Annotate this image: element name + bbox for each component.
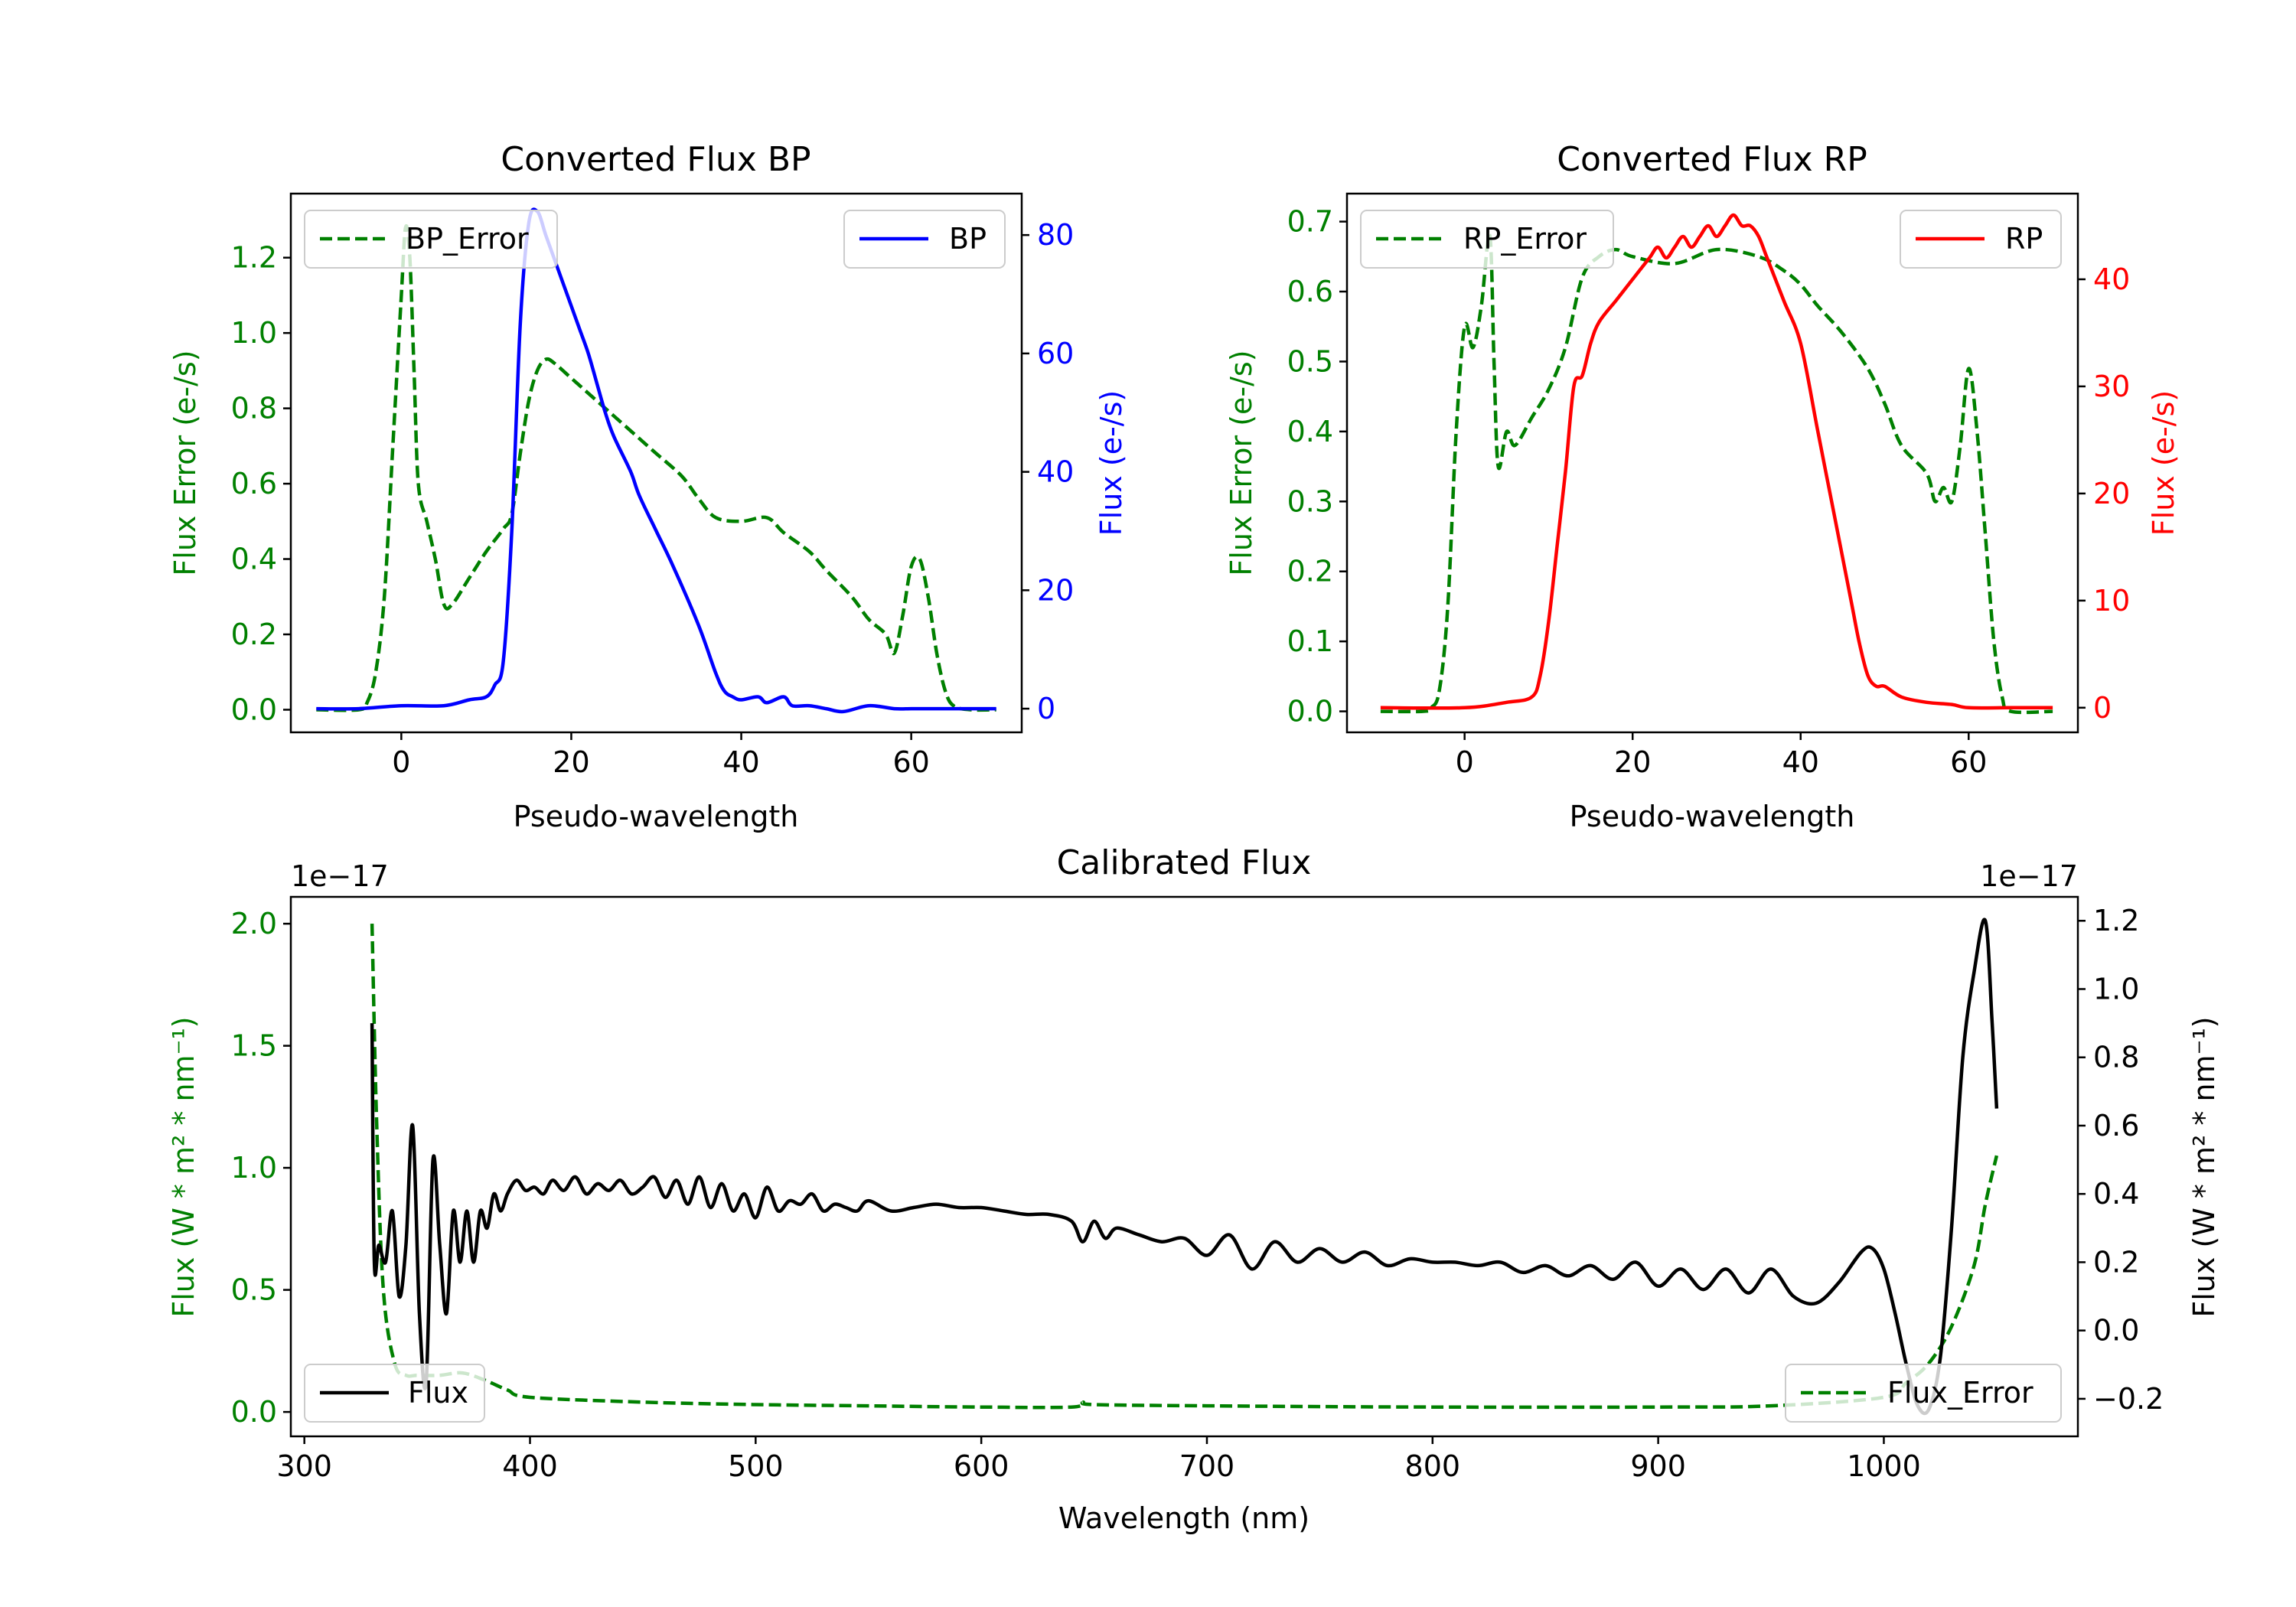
cal-ytick-left-label: 0.5 (231, 1273, 277, 1307)
rp-ytick-left-label: 0.7 (1287, 205, 1333, 239)
cal-ticks: 300 400 500 600 700 800 900 1000 0.0 0.5 1.0 1.5 2.0… (231, 904, 2164, 1483)
cal-xtick-label: 600 (954, 1449, 1009, 1483)
cal-axes-frame (289, 895, 2079, 1438)
rp-legend-error-label: RP_Error (1463, 222, 1587, 256)
rp-ticks: 0 20 40 60 0.0 0.1 0.2 0.3 0.4 0.5 0.6 0.7 0 10 20 30 40 (1287, 205, 2131, 779)
cal-ytick-left-label: 0.0 (231, 1395, 277, 1429)
cal-legend-error-box (1785, 1364, 2062, 1423)
rp-axes-frame (1345, 192, 2079, 734)
rp-ytick-left-label: 0.6 (1287, 275, 1333, 308)
rp-series-rp-error (1380, 233, 2053, 715)
cal-xtick-label: 900 (1630, 1449, 1686, 1483)
rp-ytick-left-label: 0.4 (1287, 415, 1333, 448)
bp-ytick-left-label: 1.0 (231, 316, 277, 350)
bp-legend-error: BP_Error (304, 210, 558, 269)
rp-ytick-right-label: 40 (2093, 262, 2130, 296)
bp-ticks: 0 20 40 60 0.0 0.2 0.4 0.6 0.8 1.0 1.2 0 20 40 60 80 (231, 218, 1075, 779)
bp-xtick-label: 0 (392, 745, 410, 779)
rp-ylabel-left: Flux Error (e-/s) (1225, 350, 1258, 575)
bp-ytick-right-label: 80 (1037, 218, 1074, 252)
cal-xtick-label: 400 (502, 1449, 558, 1483)
cal-ytick-right-label: 0.8 (2093, 1041, 2139, 1074)
rp-ytick-left-label: 0.5 (1287, 344, 1333, 378)
bp-ytick-left-label: 0.0 (231, 693, 277, 726)
bp-xlabel: Pseudo-wavelength (514, 800, 799, 833)
cal-xlabel: Wavelength (nm) (1058, 1501, 1309, 1535)
bp-legend-error-label: BP_Error (406, 222, 529, 256)
bp-title: Converted Flux BP (501, 140, 810, 179)
cal-ytick-left-label: 2.0 (231, 907, 277, 940)
rp-ylabel-right: Flux (e-/s) (2147, 390, 2180, 536)
cal-ytick-right-label: 1.2 (2093, 904, 2139, 937)
cal-xtick-label: 700 (1179, 1449, 1235, 1483)
rp-legend-flux: RP (1900, 210, 2062, 269)
cal-offset-left: 1e−17 (291, 859, 389, 893)
bp-ytick-right-label: 40 (1037, 455, 1074, 489)
bp-ytick-left-label: 0.2 (231, 618, 277, 651)
rp-ytick-right-label: 0 (2093, 691, 2112, 725)
bp-xtick-label: 60 (892, 745, 929, 779)
cal-legend-flux: Flux (304, 1364, 485, 1423)
rp-ytick-left-label: 0.2 (1287, 555, 1333, 588)
rp-series-rp (1380, 213, 2053, 710)
bp-ytick-left-label: 1.2 (231, 241, 277, 275)
bp-axes-frame (289, 192, 1023, 734)
bp-ytick-left-label: 0.8 (231, 392, 277, 425)
rp-legend-error: RP_Error (1360, 210, 1614, 269)
bp-legend-flux: BP (843, 210, 1006, 269)
cal-ytick-right-label: 0.2 (2093, 1245, 2139, 1279)
cal-legend-flux-label: Flux (408, 1376, 468, 1410)
rp-ytick-right-label: 30 (2093, 370, 2130, 403)
cal-ytick-right-label: −0.2 (2093, 1382, 2164, 1416)
cal-ylabel-right: Flux (W * m² * nm⁻¹) (2187, 1016, 2221, 1317)
bp-ytick-right-label: 20 (1037, 573, 1074, 607)
rp-xtick-label: 60 (1950, 745, 1987, 779)
cal-series-flux (370, 918, 1999, 1416)
cal-xtick-label: 1000 (1847, 1449, 1921, 1483)
cal-offset-right: 1e−17 (1980, 859, 2078, 893)
cal-ytick-right-label: 0.6 (2093, 1109, 2139, 1143)
rp-ytick-right-label: 20 (2093, 477, 2130, 510)
bp-ytick-right-label: 60 (1037, 337, 1074, 370)
rp-xtick-label: 20 (1614, 745, 1651, 779)
bp-ytick-right-label: 0 (1037, 692, 1055, 725)
rp-xtick-label: 40 (1782, 745, 1819, 779)
cal-ylabel-left: Flux (W * m² * nm⁻¹) (167, 1016, 201, 1317)
bp-ytick-left-label: 0.6 (231, 467, 277, 500)
bp-ytick-left-label: 0.4 (231, 543, 277, 576)
cal-ytick-right-label: 1.0 (2093, 972, 2139, 1006)
rp-xtick-label: 0 (1456, 745, 1474, 779)
cal-ytick-right-label: 0.0 (2093, 1314, 2139, 1348)
cal-ytick-left-label: 1.0 (231, 1151, 277, 1185)
rp-xlabel: Pseudo-wavelength (1570, 800, 1855, 833)
rp-ytick-right-label: 10 (2093, 584, 2130, 618)
panel-calibrated-flux: Calibrated Flux 1e−17 1e−17 Wavelength (… (167, 843, 2221, 1535)
cal-title: Calibrated Flux (1057, 843, 1312, 882)
rp-legend-flux-label: RP (2005, 222, 2043, 256)
cal-xtick-label: 800 (1405, 1449, 1461, 1483)
bp-ylabel-right: Flux (e-/s) (1094, 390, 1128, 536)
cal-xtick-label: 500 (728, 1449, 784, 1483)
bp-series-bp (316, 207, 996, 714)
cal-ytick-left-label: 1.5 (231, 1029, 277, 1063)
rp-ytick-left-label: 0.3 (1287, 484, 1333, 518)
cal-ytick-right-label: 0.4 (2093, 1177, 2139, 1211)
bp-legend-flux-label: BP (949, 222, 987, 256)
cal-legend-flux-box (304, 1364, 485, 1423)
cal-legend-error: Flux_Error (1785, 1364, 2062, 1423)
bp-ylabel-left: Flux Error (e-/s) (168, 350, 202, 575)
panel-converted-flux-bp: Converted Flux BP Pseudo-wavelength Flux… (168, 140, 1128, 833)
panel-converted-flux-rp: Converted Flux RP Pseudo-wavelength Flux… (1225, 140, 2180, 833)
cal-xtick-label: 300 (276, 1449, 332, 1483)
bp-xtick-label: 20 (553, 745, 589, 779)
cal-legend-error-label: Flux_Error (1887, 1376, 2033, 1410)
bp-legend-error-box (304, 210, 558, 269)
rp-ytick-left-label: 0.0 (1287, 695, 1333, 729)
rp-plot-area (1380, 213, 2053, 715)
bp-xtick-label: 40 (722, 745, 759, 779)
rp-ytick-left-label: 0.1 (1287, 624, 1333, 658)
rp-legend-error-box (1360, 210, 1614, 269)
rp-title: Converted Flux RP (1557, 140, 1867, 179)
